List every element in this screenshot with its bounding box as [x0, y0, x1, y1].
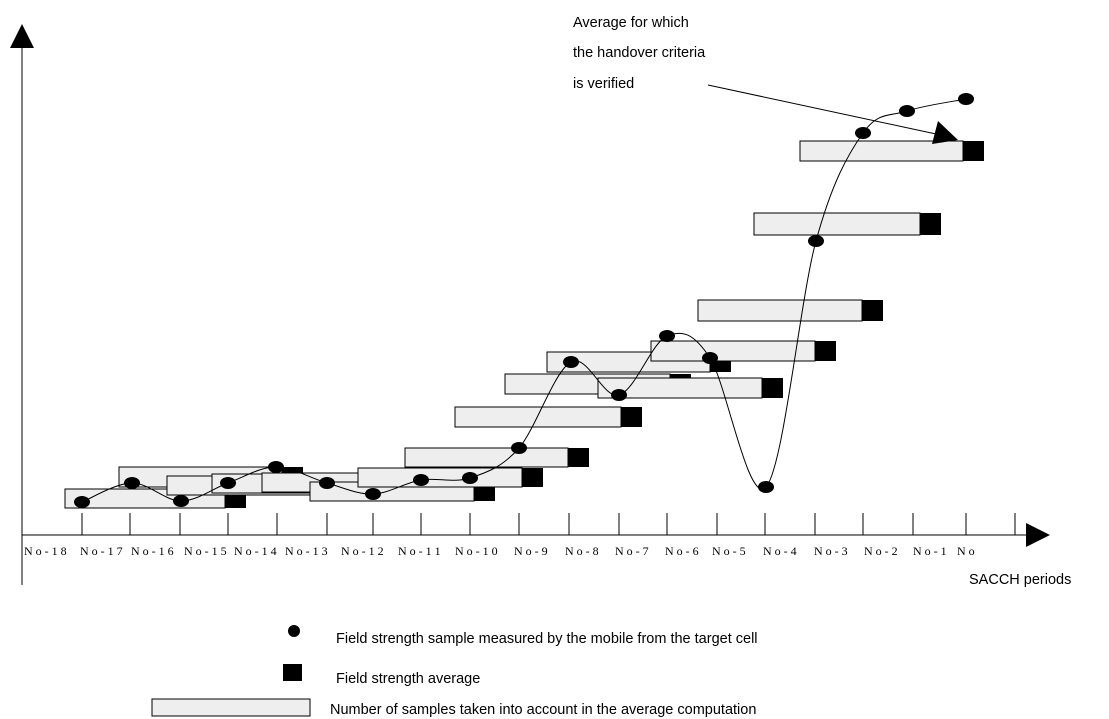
field-strength-sample: [124, 477, 140, 489]
field-strength-sample: [413, 474, 429, 486]
averaging-window: [650, 340, 816, 362]
averaging-window: [799, 140, 964, 162]
legend-window-label: Number of samples taken into account in …: [330, 702, 756, 718]
x-tick-label: N o - 2: [864, 544, 898, 558]
field-strength-sample: [462, 472, 478, 484]
x-tick-label: N o - 7: [615, 544, 649, 558]
field-strength-sample: [365, 488, 381, 500]
x-tick-label: N o - 1 8: [24, 544, 67, 558]
x-tick-label: N o: [957, 544, 975, 558]
legend-average-label: Field strength average: [336, 671, 480, 687]
y-axis-arrow-icon: [10, 24, 34, 48]
x-tick-label: N o - 3: [814, 544, 848, 558]
averaging-window: [357, 467, 523, 488]
legend-average-icon: [283, 664, 302, 681]
x-tick-label: N o - 1 2: [341, 544, 384, 558]
field-strength-sample: [268, 461, 284, 473]
x-axis-ticks: N o - 1 8 N o - 1 7 N o - 1 6 N o - 1 5 N o …: [24, 513, 1016, 558]
field-strength-sample: [808, 235, 824, 247]
x-tick-label: N o - 1 7: [80, 544, 123, 558]
annotation-arrowhead-icon: [932, 121, 958, 144]
legend-sample-label: Field strength sample measured by the mo…: [336, 631, 758, 647]
averaging-windows: [64, 140, 984, 509]
x-tick-label: N o - 1 0: [455, 544, 498, 558]
x-tick-label: N o - 4: [763, 544, 797, 558]
averaging-window: [697, 299, 863, 322]
field-strength-sample: [958, 93, 974, 105]
x-tick-label: N o - 8: [565, 544, 599, 558]
x-axis-label: SACCH periods: [969, 572, 1071, 588]
averaging-window: [454, 406, 622, 428]
field-strength-average: [621, 407, 642, 427]
field-strength-sample: [702, 352, 718, 364]
x-tick-label: N o - 1 4: [234, 544, 277, 558]
annotation-line-1: Average for which: [573, 15, 689, 31]
field-strength-average: [963, 141, 984, 161]
field-strength-sample: [319, 477, 335, 489]
field-strength-average: [862, 300, 883, 321]
field-strength-average: [568, 448, 589, 467]
field-strength-sample: [899, 105, 915, 117]
field-strength-samples: [74, 93, 974, 508]
field-strength-sample: [74, 496, 90, 508]
x-tick-label: N o - 1: [913, 544, 947, 558]
annotation-arrow: [707, 84, 951, 138]
field-strength-sample: [611, 389, 627, 401]
field-strength-average: [815, 341, 836, 361]
x-tick-label: N o - 1 5: [184, 544, 227, 558]
x-axis-arrow-icon: [1026, 523, 1050, 547]
legend: Field strength sample measured by the mo…: [151, 625, 758, 718]
field-strength-average: [762, 378, 783, 398]
handover-annotation: Average for which the handover criteria …: [573, 15, 958, 144]
field-strength-average: [522, 468, 543, 487]
axes: N o - 1 8 N o - 1 7 N o - 1 6 N o - 1 5 N o …: [10, 24, 1071, 588]
field-strength-sample: [173, 495, 189, 507]
legend-window-icon: [151, 698, 311, 717]
x-tick-label: N o - 6: [665, 544, 699, 558]
field-strength-sample: [511, 442, 527, 454]
x-tick-label: N o - 5: [712, 544, 746, 558]
annotation-line-3: is verified: [573, 76, 634, 92]
legend-sample-icon: [288, 625, 300, 637]
field-strength-sample: [758, 481, 774, 493]
field-strength-sample: [659, 330, 675, 342]
x-tick-label: N o - 9: [514, 544, 548, 558]
field-strength-sample: [855, 127, 871, 139]
field-strength-sample: [563, 356, 579, 368]
field-strength-average: [920, 213, 941, 235]
averaging-window: [753, 212, 921, 236]
averaging-window: [404, 447, 569, 468]
x-tick-label: N o - 1 3: [285, 544, 328, 558]
field-strength-sample: [220, 477, 236, 489]
annotation-line-2: the handover criteria: [573, 45, 706, 61]
x-tick-label: N o - 1 6: [131, 544, 174, 558]
x-tick-label: N o - 1 1: [398, 544, 441, 558]
